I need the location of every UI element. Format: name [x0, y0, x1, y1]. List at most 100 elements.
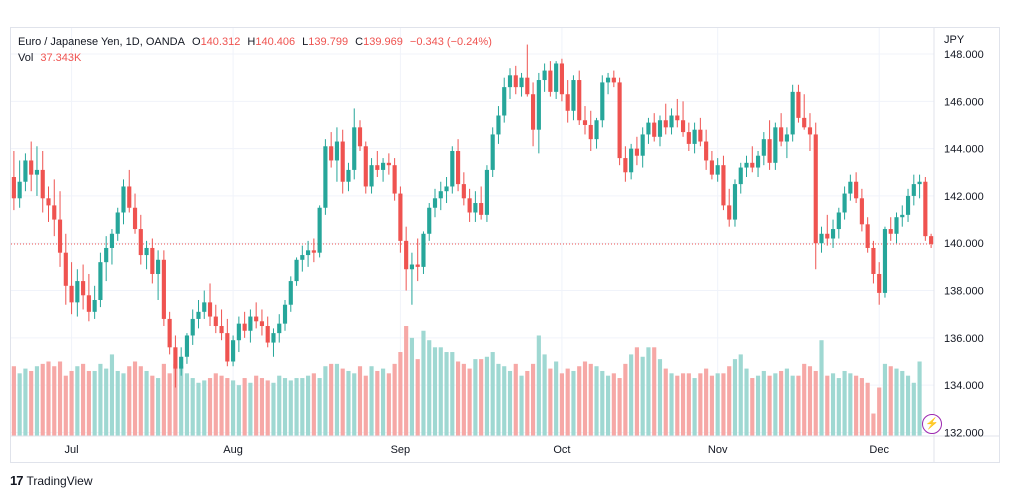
candle-body	[513, 75, 518, 88]
candle-body	[923, 181, 928, 237]
price-tick-label: 136.000	[944, 333, 984, 345]
lightning-icon[interactable]: ⚡	[922, 414, 942, 434]
volume-bar	[63, 375, 68, 436]
volume-bar	[525, 370, 530, 436]
candle-body	[496, 115, 501, 135]
time-tick-label: Jul	[65, 444, 79, 456]
volume-bar	[490, 352, 495, 436]
candle-body	[605, 77, 611, 83]
volume-bar	[519, 375, 524, 436]
volume-bar	[738, 354, 743, 436]
volume-bar	[144, 370, 149, 436]
volume-bar	[415, 359, 420, 436]
candle-body	[334, 141, 340, 161]
candle-body	[265, 326, 270, 343]
volume-bar	[507, 370, 513, 436]
symbol-legend: Euro / Japanese Yen, 1D, OANDA O140.312 …	[18, 36, 496, 48]
candle-body	[721, 165, 726, 206]
volume-bar	[409, 337, 415, 436]
volume-bar	[346, 370, 351, 436]
candle-body	[115, 212, 120, 234]
volume-bar	[375, 370, 380, 436]
price-tick-label: 138.000	[944, 286, 984, 298]
volume-bar	[179, 366, 184, 436]
time-tick-label: Sep	[391, 444, 411, 456]
candle-body	[479, 203, 484, 215]
candle-body	[300, 255, 305, 260]
volume-bar	[225, 378, 230, 436]
candle-body	[675, 115, 680, 121]
volume-bar	[577, 366, 582, 436]
candle-body	[704, 141, 709, 161]
candle-body	[173, 347, 178, 369]
tradingview-logo-icon: 17	[10, 473, 24, 488]
candle-body	[767, 139, 772, 163]
volume-bar	[196, 382, 201, 436]
volume-bar	[611, 373, 616, 436]
volume-bar	[773, 373, 778, 436]
candle-body	[121, 186, 126, 213]
candle-body	[207, 302, 213, 317]
volume-bar	[727, 366, 732, 436]
candle-body	[732, 184, 738, 220]
candle-body	[242, 323, 247, 331]
candle-body	[530, 94, 536, 130]
candle-body	[311, 250, 316, 253]
candle-body	[929, 236, 934, 244]
volume-bar	[352, 373, 357, 436]
price-tick-label: 142.000	[944, 191, 984, 203]
volume-bar	[115, 370, 120, 436]
volume-bar	[663, 368, 668, 436]
volume-bar	[213, 373, 218, 436]
volume-bar	[40, 363, 45, 436]
candle-body	[467, 198, 472, 213]
volume-bar	[905, 375, 911, 436]
change-value: −0.343 (−0.24%)	[409, 36, 492, 48]
volume-bar	[605, 375, 611, 436]
candle-body	[156, 259, 161, 274]
candle-body	[11, 177, 16, 199]
volume-bar	[732, 359, 738, 436]
volume-bar	[57, 361, 63, 436]
candle-body	[784, 134, 789, 142]
volume-bar	[265, 380, 270, 436]
candle-body	[582, 120, 588, 125]
candle-body	[548, 70, 553, 92]
candle-body	[600, 82, 605, 121]
candle-body	[317, 207, 322, 253]
tradingview-brand[interactable]: 17 TradingView	[10, 473, 93, 488]
candle-body	[686, 132, 691, 144]
volume-bar	[300, 378, 305, 436]
candle-body	[536, 80, 541, 130]
volume-bar	[888, 366, 893, 436]
volume-bar	[207, 378, 213, 436]
candle-body	[444, 186, 449, 192]
open-value: 140.312	[200, 36, 241, 48]
volume-bar	[513, 363, 518, 436]
candle-body	[882, 229, 888, 293]
volume-bar	[104, 368, 109, 436]
candle-body	[877, 273, 882, 293]
close-label: C	[355, 36, 364, 48]
time-tick-label: Oct	[553, 444, 570, 456]
volume-bar	[600, 370, 605, 436]
volume-bar	[421, 330, 426, 436]
volume-bar	[334, 363, 340, 436]
candle-body	[196, 311, 201, 319]
candle-body	[69, 285, 74, 303]
volume-bar	[686, 373, 691, 436]
volume-bar	[830, 373, 836, 436]
volume-legend: Vol 37.343K	[18, 52, 85, 64]
volume-bar	[496, 363, 501, 436]
candle-body	[161, 259, 166, 319]
volume-bar	[623, 363, 628, 436]
price-tick-label: 134.000	[944, 380, 984, 392]
candle-body	[790, 91, 795, 135]
volume-bar	[190, 378, 195, 436]
volume-bar	[17, 373, 22, 436]
volume-bar	[369, 366, 374, 436]
volume-bar	[911, 382, 916, 436]
volume-bar	[467, 368, 472, 436]
candle-body	[34, 169, 40, 175]
